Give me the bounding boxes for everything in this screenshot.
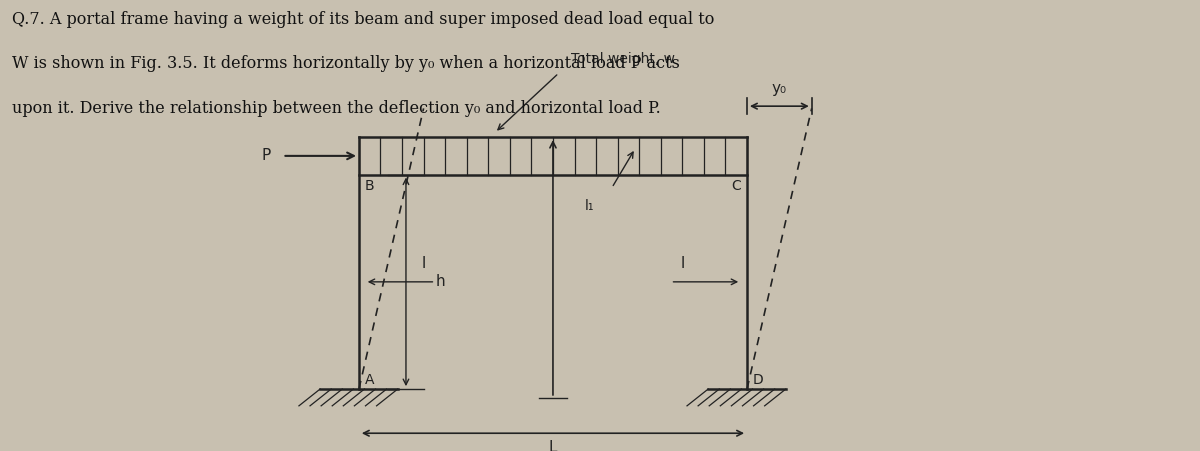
Text: Total weight, w: Total weight, w <box>571 52 674 66</box>
Text: y₀: y₀ <box>772 82 787 97</box>
Text: W is shown in Fig. 3.5. It deforms horizontally by y₀ when a horizontal load P a: W is shown in Fig. 3.5. It deforms horiz… <box>12 55 680 72</box>
Text: h: h <box>436 274 445 290</box>
Text: D: D <box>752 373 763 387</box>
Text: l: l <box>680 256 684 271</box>
Text: upon it. Derive the relationship between the deflection y₀ and horizontal load P: upon it. Derive the relationship between… <box>12 100 661 116</box>
Text: C: C <box>731 179 742 193</box>
Text: l₁: l₁ <box>584 199 594 213</box>
Text: l: l <box>421 256 426 271</box>
Text: L: L <box>548 440 557 451</box>
Text: P: P <box>262 148 271 163</box>
Text: A: A <box>365 373 374 387</box>
Text: Q.7. A portal frame having a weight of its beam and super imposed dead load equa: Q.7. A portal frame having a weight of i… <box>12 11 714 28</box>
Text: B: B <box>365 179 374 193</box>
